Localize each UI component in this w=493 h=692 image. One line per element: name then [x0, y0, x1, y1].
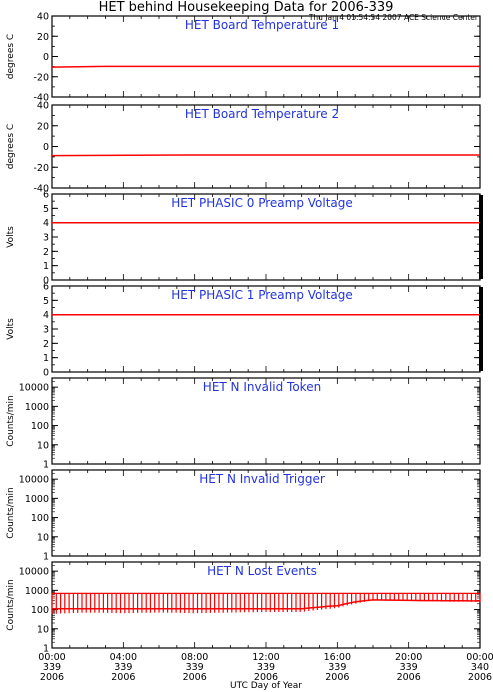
y-tick-label: 40	[37, 101, 49, 112]
y-tick-label: 20	[37, 32, 49, 43]
data-series-line	[51, 154, 480, 157]
x-tick-label-time: 20:00	[395, 652, 422, 663]
data-series-line	[51, 65, 480, 68]
x-axis-label: UTC Day of Year	[230, 681, 302, 691]
y-tick-label: 3	[43, 233, 49, 244]
y-tick-label: 1000	[25, 402, 49, 413]
x-axis: 00:00339200604:00339200608:00339200612:0…	[38, 652, 493, 683]
panel-7: 10000 1000 100 10 1 Counts/min HET N Lost Even…	[6, 561, 481, 655]
y-axis-label: Volts	[6, 226, 16, 248]
panel-4: 6 5 4 3 2 1 0 Volts HET PHASIC 1 Preamp Voltage	[6, 282, 483, 379]
y-tick-label: 6	[43, 190, 49, 201]
figure-title: HET behind Housekeeping Data for 2006-33…	[99, 0, 394, 15]
panel-3: 6 5 4 3 2 1 0 Volts HET PHASIC 0 Preamp Voltage	[6, 190, 483, 287]
y-tick-label: 1	[43, 353, 49, 364]
y-tick-label: 100	[31, 421, 49, 432]
x-tick-label-time: 08:00	[181, 652, 208, 663]
x-tick-label-year: 2006	[325, 672, 349, 683]
y-tick-label: 10	[37, 532, 49, 543]
y-tick-label: 4	[43, 218, 49, 229]
y-axis-label: degrees C	[6, 34, 16, 79]
x-tick-label-time: 04:00	[110, 652, 137, 663]
data-baseline	[52, 599, 481, 610]
x-tick-label-doy: 339	[400, 662, 418, 673]
x-tick-label-doy: 339	[257, 662, 275, 673]
panel-1: 40 20 0 -20 -40 degrees C HET Board Temperatur…	[6, 12, 481, 104]
panel-title: HET Board Temperature 1	[185, 18, 339, 32]
right-edge-ticks	[479, 287, 483, 371]
y-tick-label: -20	[33, 72, 49, 83]
y-tick-label: 1	[43, 460, 49, 471]
x-tick-label-doy: 339	[114, 662, 132, 673]
y-tick-label: 2	[43, 247, 49, 258]
panel-title: HET N Lost Events	[207, 564, 317, 578]
x-tick-label-doy: 339	[186, 662, 204, 673]
y-tick-label: 2	[43, 339, 49, 350]
y-tick-label: -20	[33, 163, 49, 174]
y-axis-label: Counts/min	[6, 579, 16, 630]
y-tick-label: 10000	[19, 475, 49, 486]
x-tick-label-doy: 339	[43, 662, 61, 673]
y-tick-label: 100	[31, 605, 49, 616]
y-tick-label: 100	[31, 513, 49, 524]
panel-title: HET N Invalid Trigger	[199, 472, 325, 486]
y-tick-label: -40	[33, 93, 49, 104]
y-tick-label: 1000	[25, 494, 49, 505]
x-tick-label-time: 12:00	[252, 652, 279, 663]
x-tick-label-year: 2006	[40, 672, 64, 683]
y-axis-label: Counts/min	[6, 487, 16, 538]
y-tick-label: 4	[43, 310, 49, 321]
x-tick-label-doy: 340	[471, 662, 489, 673]
x-tick-label-year: 2006	[397, 672, 421, 683]
y-tick-label: 20	[37, 121, 49, 132]
y-tick-label: 5	[43, 296, 49, 307]
y-tick-label: 1	[43, 261, 49, 272]
y-tick-label: 1000	[25, 586, 49, 597]
panel-6: 10000 1000 100 10 1 Counts/min HET N Invalid T…	[6, 469, 481, 563]
x-tick-label-doy: 339	[328, 662, 346, 673]
x-tick-label-time: 00:00	[466, 652, 493, 663]
data-spikes	[51, 593, 481, 614]
y-tick-label: 1	[43, 552, 49, 563]
x-tick-label-time: 00:00	[38, 652, 65, 663]
timestamp-label: Thu Jan 4 01:54:54 2007 ACE Science Cent…	[308, 13, 479, 22]
panel-title: HET PHASIC 0 Preamp Voltage	[171, 196, 353, 210]
y-tick-label: 10000	[19, 383, 49, 394]
x-tick-label-year: 2006	[111, 672, 135, 683]
y-axis-label: degrees C	[6, 124, 16, 169]
x-tick-label-year: 2006	[468, 672, 492, 683]
y-tick-label: 5	[43, 204, 49, 215]
y-tick-label: 0	[43, 52, 49, 63]
y-axis-label: Volts	[6, 318, 16, 340]
y-tick-label: 6	[43, 282, 49, 293]
x-tick-label-year: 2006	[254, 672, 278, 683]
panel-2: 40 20 0 -20 -40 degrees C HET Board Temperatur…	[6, 101, 481, 195]
panel-5: 10000 1000 100 10 1 Counts/min HET N Invalid T…	[6, 377, 481, 471]
y-axis-label: Counts/min	[6, 395, 16, 446]
y-tick-label: 1	[43, 644, 49, 655]
panel-title: HET PHASIC 1 Preamp Voltage	[171, 288, 353, 302]
panel-title: HET N Invalid Token	[203, 380, 321, 394]
y-tick-label: 0	[43, 142, 49, 153]
y-tick-label: 0	[43, 368, 49, 379]
y-tick-label: 40	[37, 12, 49, 23]
y-tick-label: 10000	[19, 567, 49, 578]
y-tick-label: 3	[43, 325, 49, 336]
x-tick-label-time: 16:00	[324, 652, 351, 663]
x-tick-label-year: 2006	[183, 672, 207, 683]
panel-title: HET Board Temperature 2	[185, 107, 339, 121]
right-edge-ticks	[479, 195, 483, 279]
y-tick-label: 10	[37, 440, 49, 451]
y-tick-label: -40	[33, 184, 49, 195]
y-tick-label: 0	[43, 276, 49, 287]
y-tick-label: 10	[37, 624, 49, 635]
